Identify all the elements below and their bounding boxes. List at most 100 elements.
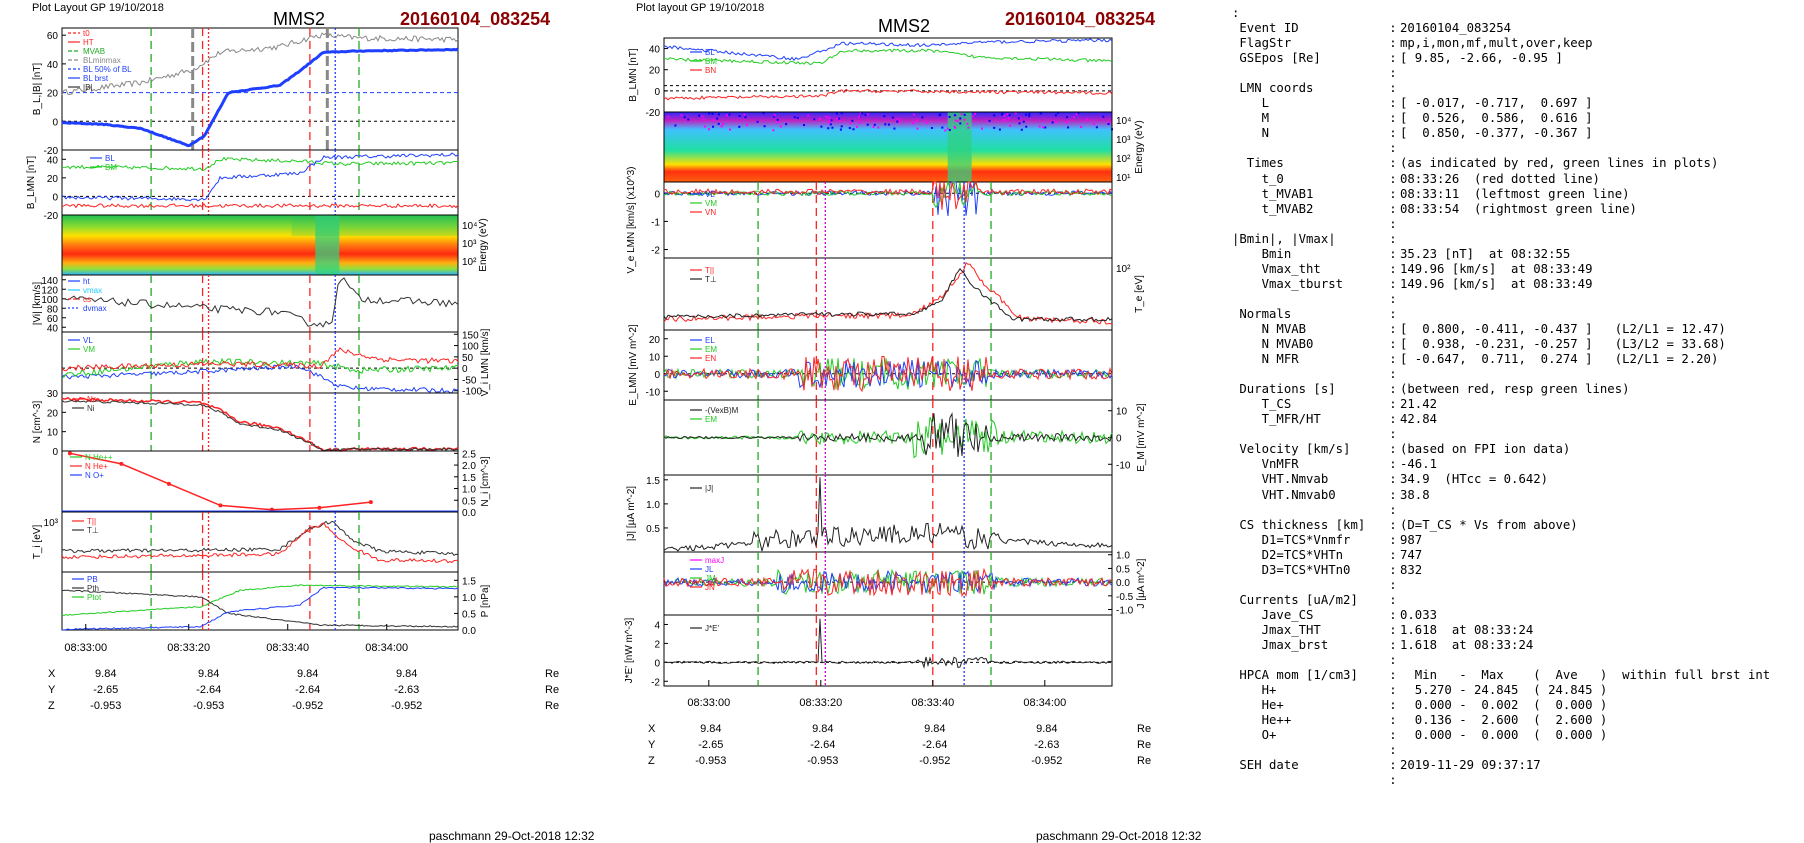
y-tick-label: 0 xyxy=(1116,434,1122,445)
spectrogram-speckle xyxy=(746,124,749,127)
bm-line xyxy=(663,48,1113,66)
pth-line xyxy=(61,589,459,628)
panel-frame xyxy=(61,571,459,631)
spectrogram-speckle xyxy=(698,114,701,117)
summary-value: [ -0.017, -0.717, 0.697 ] xyxy=(1400,96,1593,111)
left-event-title: 20160104_083254 xyxy=(400,9,551,29)
bn-line xyxy=(61,203,459,209)
summary-value: (between red, resp green lines) xyxy=(1400,382,1630,397)
spectrogram-speckle xyxy=(1077,112,1080,115)
y-axis-label-elmn: E_LMN [mV m^-2] xyxy=(628,324,639,406)
y-tick-label: -50 xyxy=(462,375,477,386)
legend-j: JN xyxy=(705,583,715,592)
spectrogram-speckle xyxy=(683,116,686,119)
legend-ve: VM xyxy=(705,199,717,208)
y-axis-label-energy: Energy (eV) xyxy=(478,218,489,271)
y-tick-label: 40 xyxy=(47,155,59,166)
en-line xyxy=(663,356,1113,393)
y-tick-label: 10³ xyxy=(44,518,59,529)
spectrogram-speckle xyxy=(953,114,956,117)
spectrogram-speckle xyxy=(893,127,896,130)
summary-value: [ 0.850, -0.377, -0.367 ] xyxy=(1400,126,1593,141)
left-footer: paschmann 29-Oct-2018 12:32 xyxy=(429,829,595,843)
y-tick-label: 10² xyxy=(1116,264,1131,275)
spectrogram-speckle xyxy=(866,123,869,126)
y-tick-label: 1.5 xyxy=(462,576,476,587)
bl-line xyxy=(663,38,1113,62)
summary-value: 5.270 - 24.845 ( 24.845 ) xyxy=(1400,683,1608,698)
y-tick-label: 20 xyxy=(47,89,59,100)
spectrogram-speckle xyxy=(966,122,969,125)
spectrogram-speckle xyxy=(838,119,841,122)
summary-colon: : xyxy=(1389,201,1397,216)
y-tick-label: -2 xyxy=(651,677,660,688)
y-tick-label: 10 xyxy=(1116,407,1128,418)
spectrogram-speckle xyxy=(948,115,951,118)
coord-label: Y xyxy=(648,739,656,751)
x-tick-label: 08:33:20 xyxy=(799,697,842,709)
legend-j: maxJ xyxy=(705,556,724,565)
summary-colon: : xyxy=(1389,51,1397,66)
y-axis-label-j: J [µA m^-2] xyxy=(1136,558,1147,608)
summary-colon: : xyxy=(1389,698,1397,713)
spectrogram-speckle xyxy=(872,125,875,128)
spectrogram-speckle xyxy=(756,120,759,123)
spectrogram-speckle xyxy=(1044,126,1047,129)
spectrogram-speckle xyxy=(796,116,799,119)
y-tick-label: 40 xyxy=(649,45,661,56)
spectrogram-speckle xyxy=(1006,113,1009,116)
legend-p: Ptot xyxy=(87,593,102,602)
spectrogram-speckle xyxy=(712,119,715,122)
summary-colon: : xyxy=(1389,382,1397,397)
y-axis-label-em: E_M [mV m^-2] xyxy=(1136,403,1147,472)
legend-p: Pth xyxy=(87,584,99,593)
summary-value: 20160104_083254 xyxy=(1400,21,1512,36)
summary-row: L:[ -0.017, -0.717, 0.697 ] xyxy=(1232,96,1800,111)
summary-label: Bmin xyxy=(1232,246,1292,261)
spectrogram-speckle xyxy=(993,126,996,129)
coord-value: -0.953 xyxy=(695,755,726,767)
legend-ni: N He++ xyxy=(85,453,113,462)
coord-unit: Re xyxy=(1137,739,1151,751)
y-tick-label: 80 xyxy=(47,304,59,315)
coord-value: -2.64 xyxy=(196,684,221,696)
coord-value: -0.952 xyxy=(292,700,323,712)
vl-line xyxy=(663,181,1113,217)
summary-colon: : xyxy=(1389,246,1397,261)
y-axis-label-bl: B_L,|B| [nT] xyxy=(32,63,43,116)
spectrogram-speckle xyxy=(722,123,725,126)
spectrogram xyxy=(62,215,458,275)
summary-value: [ -0.647, 0.711, 0.274 ] (L2/L1 = 2.20) xyxy=(1400,352,1719,367)
n-heplus-line xyxy=(69,452,371,511)
summary-colon: : xyxy=(1389,337,1397,352)
summary-value: 08:33:26 (red dotted line) xyxy=(1400,171,1600,186)
spectrogram-speckle xyxy=(973,112,976,115)
x-tick-label: 08:33:20 xyxy=(167,642,210,654)
summary-value: [ 0.526, 0.586, 0.616 ] xyxy=(1400,111,1593,126)
summary-colon: : xyxy=(1389,126,1397,141)
spectrogram-speckle xyxy=(921,116,924,119)
spectrogram-speckle xyxy=(777,120,780,123)
y-tick-label: -10 xyxy=(646,387,661,398)
y-tick-label: 10⁴ xyxy=(1116,116,1131,127)
summary-label: CS thickness [km] xyxy=(1232,517,1366,532)
summary-label: M xyxy=(1232,111,1270,126)
spectrogram-speckle xyxy=(718,113,721,116)
summary-colon: : xyxy=(1389,728,1397,743)
pb-line xyxy=(61,586,459,631)
legend-te: T|| xyxy=(705,266,714,275)
y-tick-label: 0.0 xyxy=(1116,578,1130,589)
spectrogram-speckle xyxy=(1038,125,1041,128)
coord-value: 9.84 xyxy=(297,668,318,680)
y-axis-label-blmn: B_LMN [nT] xyxy=(26,156,37,210)
spectrogram-speckle xyxy=(1065,121,1068,124)
spectrogram-speckle xyxy=(828,121,831,124)
panel-frame xyxy=(663,37,1113,113)
y-tick-label: 10⁴ xyxy=(462,221,477,232)
summary-value: 08:33:54 (rightmost green line) xyxy=(1400,201,1637,216)
spectrogram-speckle xyxy=(1028,115,1031,118)
y-tick-label: 40 xyxy=(47,323,59,334)
y-axis-label-energy-r: Energy (eV) xyxy=(1134,120,1145,173)
legend-n: Ne xyxy=(87,395,98,404)
y-tick-label: 1.0 xyxy=(646,500,660,511)
